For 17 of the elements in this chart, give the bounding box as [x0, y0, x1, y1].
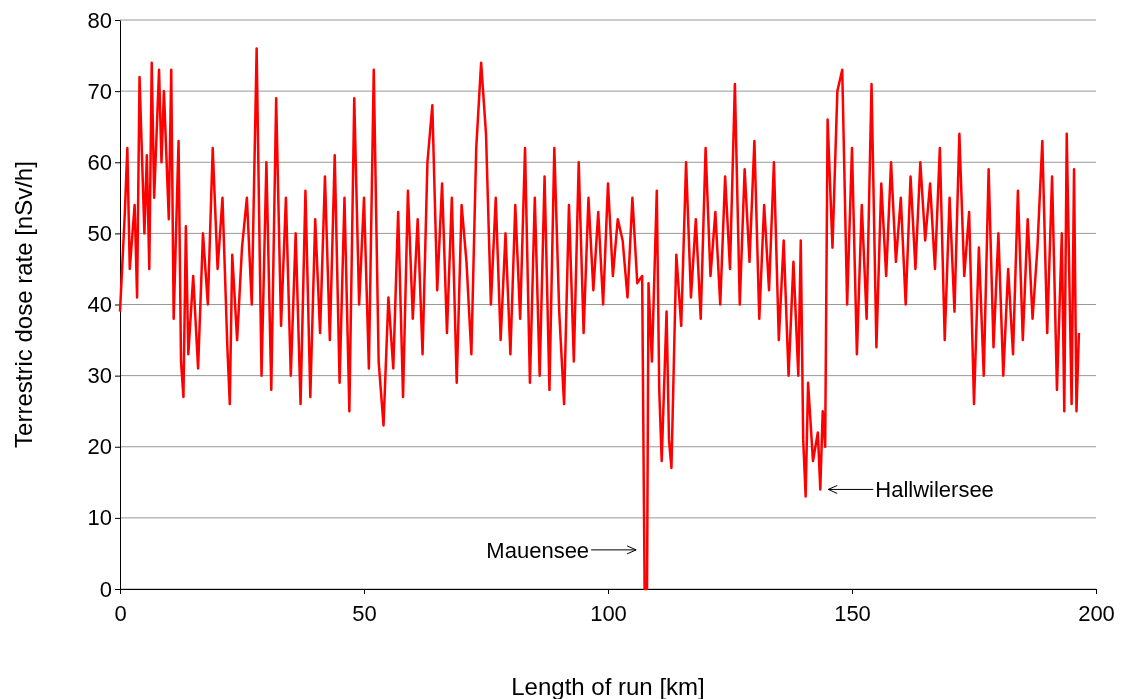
y-tick-label: 0 — [99, 576, 112, 602]
y-tick-label: 20 — [87, 434, 112, 460]
y-tick-label: 30 — [87, 363, 112, 389]
x-tick-label: 50 — [352, 601, 377, 627]
y-axis-title: Terrestric dose rate [nSv/h] — [10, 161, 37, 448]
y-tick-label: 40 — [87, 292, 112, 318]
y-tick-label: 80 — [87, 7, 112, 33]
annotation: Hallwilersee — [875, 477, 994, 503]
annotation: Mauensee — [486, 537, 590, 563]
x-tick-label: 100 — [590, 601, 627, 627]
x-tick-label: 150 — [834, 601, 871, 627]
y-tick-label: 60 — [87, 149, 112, 175]
y-tick-label: 70 — [87, 78, 112, 104]
y-tick-label: 10 — [87, 505, 112, 531]
line-series — [118, 47, 1081, 591]
y-tick-label: 50 — [87, 220, 112, 246]
x-tick-label: 200 — [1078, 601, 1115, 627]
